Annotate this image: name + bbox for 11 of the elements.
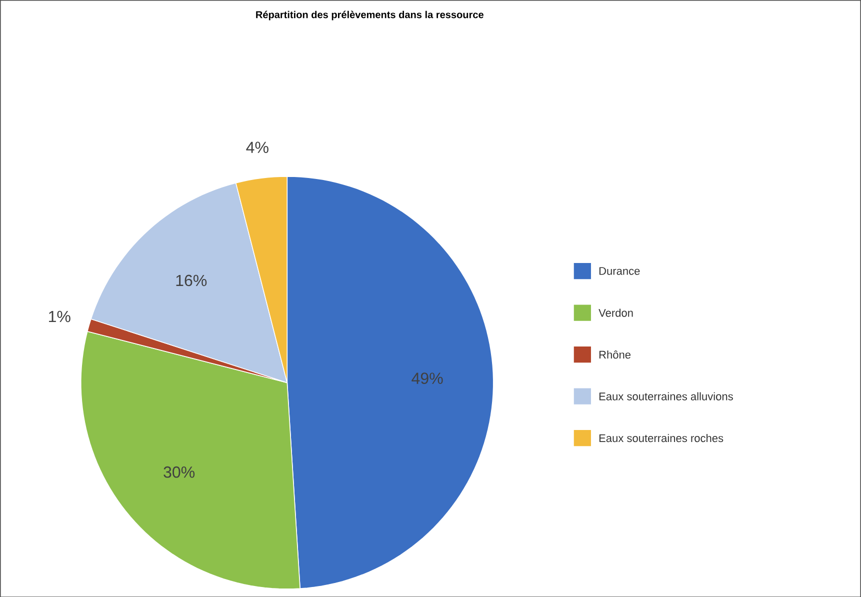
legend-label: Eaux souterraines alluvions [599, 392, 733, 400]
data-label: 16% [176, 274, 207, 286]
legend-label: Rhône [599, 350, 631, 358]
legend-label: Verdon [598, 308, 633, 317]
legend-label: Eaux souterraines roches [599, 434, 724, 442]
data-label: 1% [49, 310, 70, 322]
chart-title: Répartition des prélèvements dans la ressource [256, 10, 484, 20]
data-label: 49% [412, 372, 443, 384]
data-label: 4% [246, 142, 268, 153]
data-label: 30% [164, 466, 195, 478]
legend-label: Durance [599, 266, 640, 275]
